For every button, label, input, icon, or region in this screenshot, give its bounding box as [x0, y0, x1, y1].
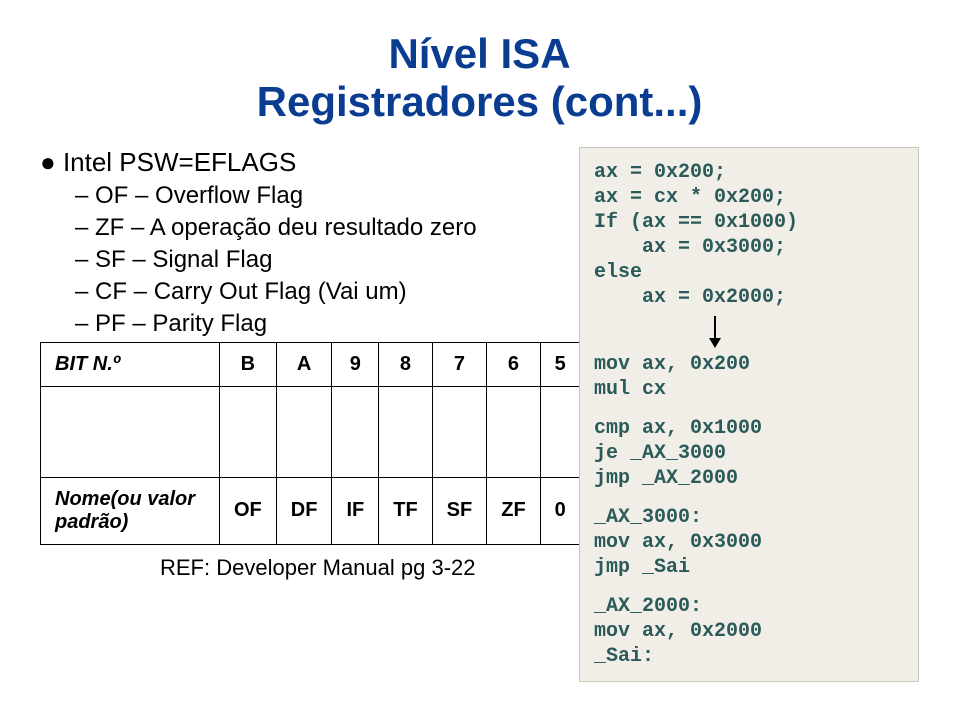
r2-c2: DF: [276, 477, 332, 544]
hdr-c7: 5: [540, 342, 580, 386]
title-line-1: Nível ISA: [388, 30, 570, 77]
spacer: [594, 580, 904, 594]
hdr-c5: 7: [432, 342, 487, 386]
bullet-list: Intel PSW=EFLAGS OF – Overflow Flag ZF –…: [40, 147, 570, 342]
r2-c5: SF: [432, 477, 487, 544]
row2-h: Nome(ou valor padrão): [41, 477, 220, 544]
code-l13: mov ax, 0x3000: [594, 530, 904, 555]
r2-c1: OF: [220, 477, 277, 544]
code-l7: mov ax, 0x200: [594, 352, 904, 377]
bullet-cf: CF – Carry Out Flag (Vai um): [75, 278, 570, 306]
r2-c4: TF: [379, 477, 432, 544]
code-l2: ax = cx * 0x200;: [594, 185, 904, 210]
title-line-2: Registradores (cont...): [257, 78, 703, 125]
code-l16: mov ax, 0x2000: [594, 619, 904, 644]
bullet-sf: SF – Signal Flag: [75, 246, 570, 274]
code-l10: je _AX_3000: [594, 441, 904, 466]
bullet-psw: Intel PSW=EFLAGS: [40, 147, 570, 178]
code-l4: ax = 0x3000;: [594, 235, 904, 260]
hdr-c2: A: [276, 342, 332, 386]
bullet-pf: PF – Parity Flag: [75, 310, 570, 338]
bullet-of: OF – Overflow Flag: [75, 182, 570, 210]
code-l3: If (ax == 0x1000): [594, 210, 904, 235]
code-block: ax = 0x200; ax = cx * 0x200; If (ax == 0…: [579, 147, 919, 682]
bullet-zf: ZF – A operação deu resultado zero: [75, 214, 570, 242]
r2-c3: IF: [332, 477, 379, 544]
code-l1: ax = 0x200;: [594, 160, 904, 185]
hdr-bitn: BIT N.º: [41, 342, 220, 386]
code-l8: mul cx: [594, 377, 904, 402]
hdr-c1: B: [220, 342, 277, 386]
r2-c7: 0: [540, 477, 580, 544]
code-l14: jmp _Sai: [594, 555, 904, 580]
code-l12: _AX_3000:: [594, 505, 904, 530]
slide-title: Nível ISA Registradores (cont...): [40, 30, 919, 127]
code-l11: jmp _AX_2000: [594, 466, 904, 491]
code-l17: _Sai:: [594, 644, 904, 669]
r2-c6: ZF: [487, 477, 540, 544]
code-l5: else: [594, 260, 904, 285]
code-l6: ax = 0x2000;: [594, 285, 904, 310]
hdr-c6: 6: [487, 342, 540, 386]
code-l15: _AX_2000:: [594, 594, 904, 619]
hdr-c4: 8: [379, 342, 432, 386]
code-l9: cmp ax, 0x1000: [594, 416, 904, 441]
hdr-c3: 9: [332, 342, 379, 386]
spacer: [594, 491, 904, 505]
spacer: [594, 402, 904, 416]
arrow-icon: [714, 316, 716, 346]
